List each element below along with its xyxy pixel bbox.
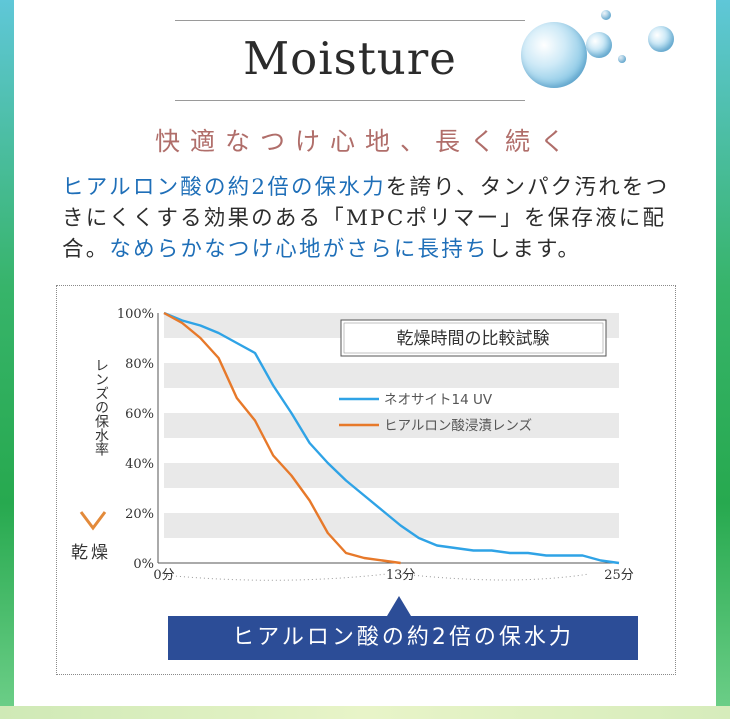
y-axis-title: レンズの保水率 bbox=[93, 358, 109, 456]
chart-title-box-inner bbox=[343, 322, 604, 354]
y-tick-label: 80% bbox=[125, 357, 154, 372]
chart-title-box bbox=[340, 319, 607, 357]
x-dotted-arc-1 bbox=[163, 573, 388, 581]
description-text: を誇り、タンパク汚れをつきにくくする効果のある「MPCポリマー」を保存液に配合。 bbox=[62, 175, 670, 262]
y-tick-label: 20% bbox=[125, 507, 154, 522]
page-title: Moisture bbox=[243, 32, 457, 85]
y-tick-labels: 100% 80% 60% 40% 20% 0% bbox=[117, 307, 154, 572]
plot-band bbox=[164, 463, 619, 488]
subtitle: 快適なつけ心地、長く続く bbox=[154, 127, 575, 156]
water-droplet-icon bbox=[521, 22, 587, 88]
y-arrow-label: 乾燥 bbox=[71, 543, 111, 563]
series-line-2 bbox=[163, 311, 401, 565]
title-rule-bottom bbox=[175, 100, 525, 101]
y-tick-label: 60% bbox=[125, 407, 154, 422]
bottom-band bbox=[0, 706, 730, 719]
x-tick-label: 25分 bbox=[604, 568, 634, 583]
bubble-icon bbox=[601, 10, 611, 20]
chart-title: 乾燥時間の比較試験 bbox=[397, 329, 550, 349]
x-dotted-arc-2 bbox=[401, 573, 590, 581]
title-rule-top bbox=[175, 20, 525, 21]
series-lines bbox=[163, 311, 620, 565]
plot-band bbox=[164, 413, 619, 438]
legend-label: ネオサイト14 UV bbox=[384, 392, 493, 408]
banner-label: ヒアルロン酸の約2倍の保水力 bbox=[168, 616, 638, 660]
y-tick-label: 0% bbox=[133, 557, 154, 572]
legend: ネオサイト14 UV ヒアルロン酸浸漬レンズ bbox=[339, 392, 532, 434]
bubble-icon bbox=[618, 55, 626, 63]
bubble-icon bbox=[648, 26, 674, 52]
x-tick-labels: 0分 13分 25分 bbox=[153, 568, 633, 583]
series-line-1 bbox=[163, 311, 620, 565]
description-paragraph: ヒアルロン酸の約2倍の保水力を誇り、タンパク汚れをつきにくくする効果のある「MP… bbox=[62, 172, 682, 265]
plot-bands bbox=[158, 313, 619, 564]
y-tick-label: 40% bbox=[125, 457, 154, 472]
plot-band bbox=[164, 363, 619, 388]
banner-pointer-icon bbox=[387, 596, 411, 616]
x-tick-label: 13分 bbox=[386, 568, 416, 583]
description-text-end: します。 bbox=[488, 237, 582, 262]
highlight-smooth-feel: なめらかなつけ心地がさらに長持ち bbox=[109, 237, 489, 262]
legend-label: ヒアルロン酸浸漬レンズ bbox=[384, 418, 532, 434]
chart-container: 100% 80% 60% 40% 20% 0% 0分 13分 25分 レンズの保水率 乾燥 乾… bbox=[56, 285, 676, 675]
chart-svg: 100%80%60%40%20%0% 0分 13分 25分 レンズの保水率 乾燥 乾… bbox=[71, 307, 634, 583]
down-arrow-icon bbox=[79, 511, 107, 531]
y-tick-label: 100% bbox=[117, 307, 154, 322]
bubble-icon bbox=[586, 32, 612, 58]
highlight-water-retention: ヒアルロン酸の約2倍の保水力 bbox=[62, 175, 386, 200]
